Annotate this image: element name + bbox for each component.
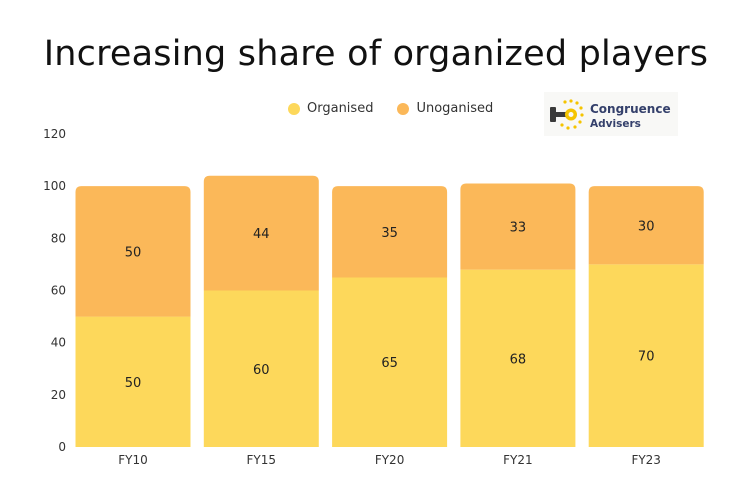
legend-swatch-organised (288, 102, 300, 115)
logo-text-primary: Congruence (590, 102, 671, 116)
data-label: 70 (638, 350, 655, 365)
congruence-logo: Congruence Advisers (544, 92, 678, 136)
bar-unoganised-fy10 (75, 186, 191, 317)
legend-label-organised: Organised (307, 101, 374, 116)
x-tick-label: FY20 (375, 453, 405, 467)
bar-organised-fy23 (588, 264, 704, 447)
x-tick-label: FY15 (247, 453, 277, 467)
data-label: 30 (638, 219, 655, 234)
y-tick-label: 0 (58, 440, 66, 454)
data-label: 65 (381, 356, 398, 371)
bar-unoganised-fy23 (588, 186, 704, 265)
data-label: 50 (125, 376, 142, 391)
x-tick-label: FY21 (503, 453, 533, 467)
chart-title: Increasing share of organized players (43, 34, 709, 74)
key-icon (550, 99, 584, 130)
legend-item-organised: Organised (288, 101, 373, 116)
data-label: 44 (253, 227, 270, 242)
y-tick-label: 80 (51, 231, 66, 245)
legend-item-unorganised: Unoganised (397, 101, 493, 116)
y-tick-label: 40 (51, 336, 66, 350)
logo-text-secondary: Advisers (590, 118, 641, 130)
bar-unoganised-fy20 (332, 186, 448, 278)
bar-organised-fy20 (332, 277, 448, 447)
bar-unoganised-fy21 (460, 183, 576, 270)
legend-label-unorganised: Unoganised (416, 101, 494, 116)
y-tick-label: 120 (43, 127, 66, 141)
data-label: 68 (510, 352, 527, 367)
data-label: 33 (510, 221, 527, 236)
x-tick-label: FY10 (118, 453, 148, 467)
data-label: 50 (125, 245, 142, 260)
bar-organised-fy21 (460, 269, 576, 447)
bar-organised-fy10 (75, 316, 191, 447)
data-label: 35 (381, 226, 398, 241)
y-tick-label: 100 (43, 179, 66, 193)
data-label: 60 (253, 363, 270, 378)
legend: Organised Unoganised (288, 101, 517, 116)
legend-swatch-unorganised (397, 102, 410, 115)
bar-unoganised-fy15 (203, 175, 319, 291)
y-tick-label: 60 (51, 284, 66, 298)
bar-organised-fy15 (203, 290, 319, 447)
x-tick-label: FY23 (631, 453, 661, 467)
y-tick-label: 20 (51, 388, 66, 402)
